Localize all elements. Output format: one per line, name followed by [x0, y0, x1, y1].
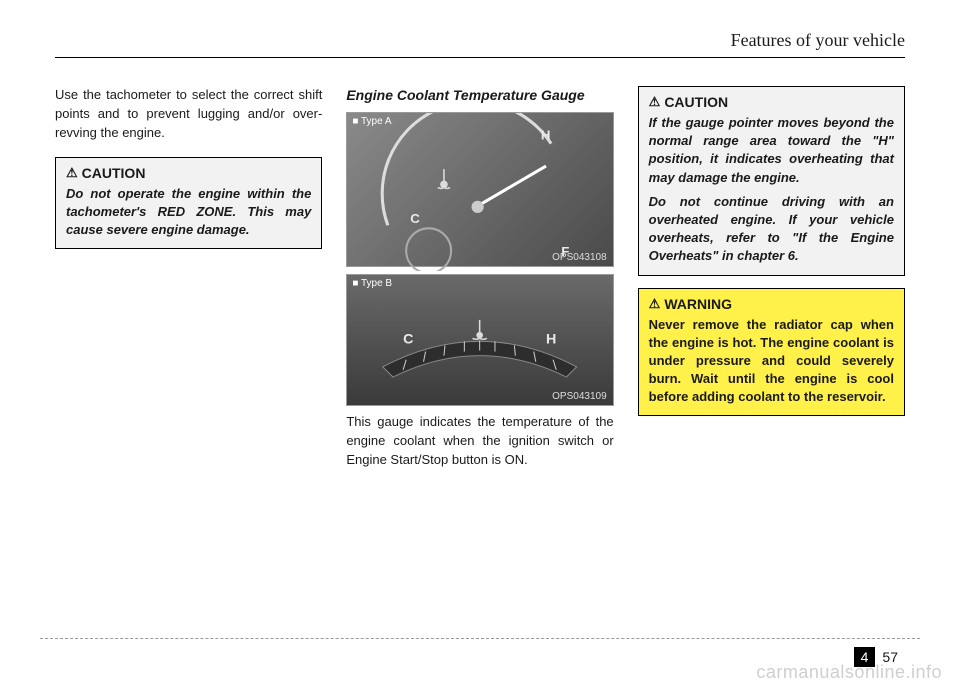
tachometer-intro: Use the tachometer to select the correct… — [55, 86, 322, 143]
caution2-icon: ⚠ — [649, 94, 661, 110]
caution-title: CAUTION — [82, 165, 146, 181]
warning-icon: ⚠ — [649, 296, 661, 312]
warning-title-row: ⚠ WARNING — [649, 296, 894, 312]
header-title: Features of your vehicle — [731, 30, 905, 50]
cut-line — [40, 638, 920, 639]
svg-text:C: C — [411, 211, 421, 226]
watermark: carmanualsonline.info — [756, 662, 942, 683]
caution2-title-row: ⚠ CAUTION — [649, 94, 894, 110]
warning-box-radiator: ⚠ WARNING Never remove the radiator cap … — [638, 288, 905, 417]
column-1: Use the tachometer to select the correct… — [55, 86, 322, 484]
caution-title-row: ⚠ CAUTION — [66, 165, 311, 181]
gauge-a-svg: H C F — [347, 113, 612, 271]
caution2-body1: If the gauge pointer moves beyond the no… — [649, 114, 894, 187]
figure-a-code: OPS043108 — [552, 252, 607, 263]
figure-b-code: OPS043109 — [552, 391, 607, 402]
figure-type-a: ■ Type A H C F OPS043108 — [346, 112, 613, 267]
gauge-description: This gauge indicates the temperature of … — [346, 413, 613, 470]
content-columns: Use the tachometer to select the correct… — [55, 86, 905, 484]
svg-text:H: H — [541, 128, 551, 143]
warning-title: WARNING — [664, 296, 732, 312]
caution-body: Do not operate the engine within the tac… — [66, 185, 311, 240]
figure-type-b: ■ Type B C H — [346, 274, 613, 406]
caution-box-redzone: ⚠ CAUTION Do not operate the engine with… — [55, 157, 322, 250]
svg-text:H: H — [546, 332, 556, 348]
gauge-b-svg: C H — [347, 275, 612, 410]
column-3: ⚠ CAUTION If the gauge pointer moves bey… — [638, 86, 905, 484]
caution-icon: ⚠ — [66, 165, 78, 181]
column-2: Engine Coolant Temperature Gauge ■ Type … — [346, 86, 613, 484]
caution-box-overheat: ⚠ CAUTION If the gauge pointer moves bey… — [638, 86, 905, 276]
warning-body: Never remove the radiator cap when the e… — [649, 316, 894, 407]
coolant-subhead: Engine Coolant Temperature Gauge — [346, 86, 613, 104]
caution2-title: CAUTION — [664, 94, 728, 110]
page: Features of your vehicle Use the tachome… — [0, 0, 960, 689]
page-header: Features of your vehicle — [55, 30, 905, 58]
caution2-body2: Do not continue driving with an overheat… — [649, 193, 894, 266]
svg-text:C: C — [403, 332, 413, 348]
